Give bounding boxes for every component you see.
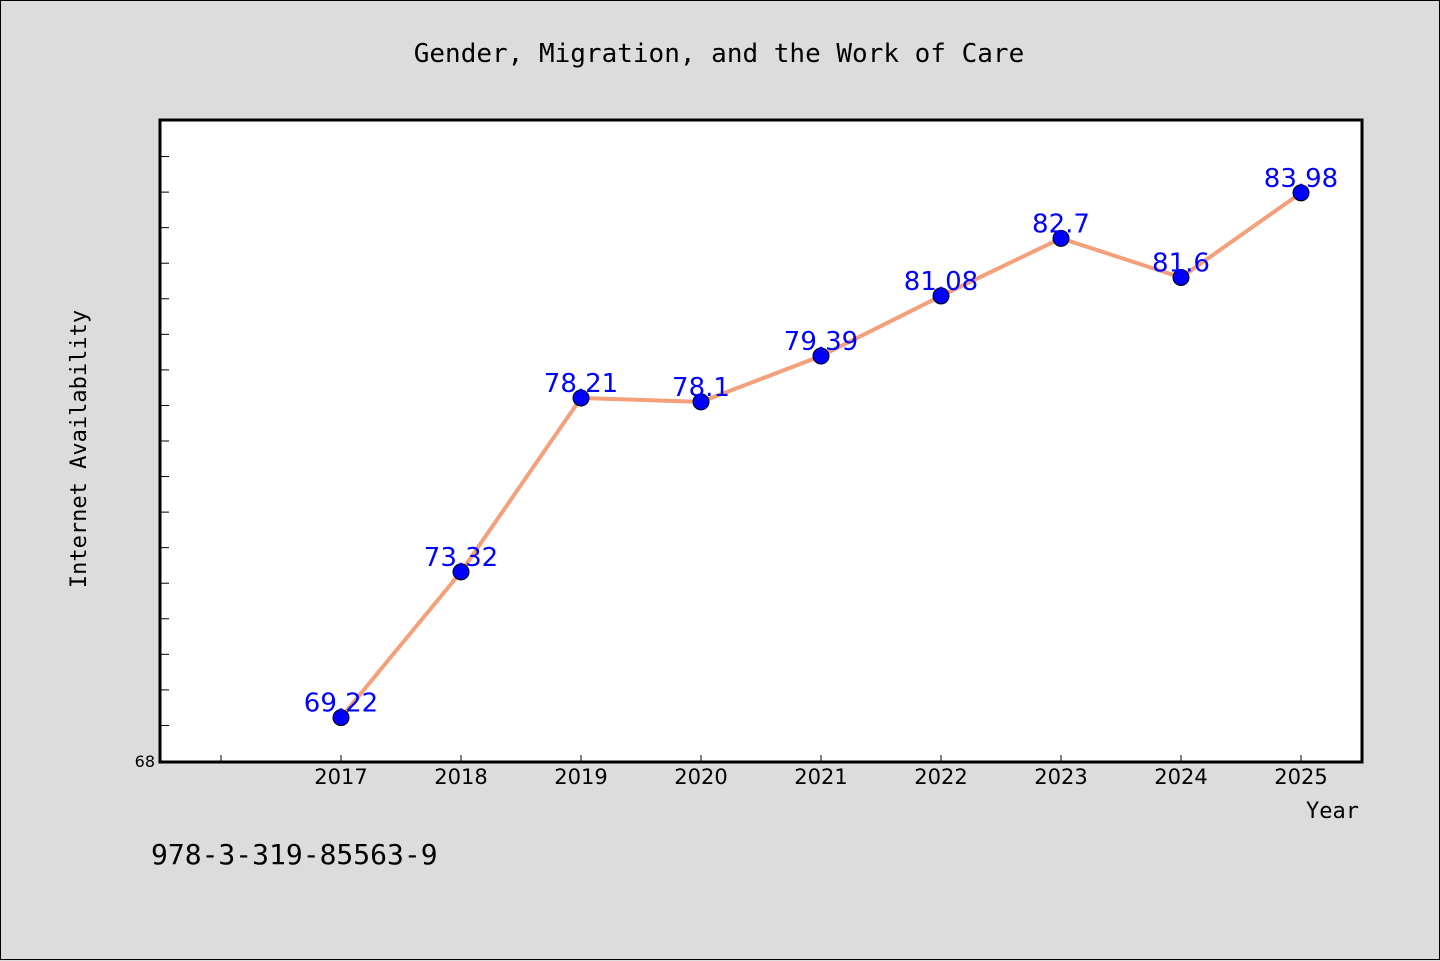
series-layer: 69.22 73.32 78.21 78.1 79.39 81.08 82.7 81.6 83.… bbox=[304, 164, 1338, 727]
plot-area bbox=[158, 118, 1364, 764]
x-tick-label: 2020 bbox=[674, 765, 727, 789]
chart-title: Gender, Migration, and the Work of Care bbox=[414, 39, 1024, 69]
x-tick-label: 2024 bbox=[1154, 765, 1207, 789]
data-point bbox=[1052, 229, 1070, 247]
data-label: 69.22 bbox=[304, 689, 378, 719]
data-point bbox=[812, 347, 830, 365]
data-label: 79.39 bbox=[784, 327, 858, 357]
x-tick-label: 2019 bbox=[554, 765, 607, 789]
data-label: 81.6 bbox=[1152, 248, 1210, 278]
x-axis-ticks: 2017 2018 2019 2020 2021 2022 2023 2024 2025 bbox=[220, 755, 1328, 789]
data-point bbox=[572, 389, 590, 407]
data-point bbox=[932, 287, 950, 305]
data-label: 83.98 bbox=[1264, 164, 1338, 194]
data-label: 81.08 bbox=[904, 267, 978, 297]
data-point bbox=[1172, 268, 1190, 286]
data-label: 78.1 bbox=[672, 373, 730, 403]
x-tick-label: 2022 bbox=[914, 765, 967, 789]
x-tick-label: 2017 bbox=[314, 765, 367, 789]
x-tick-label: 2023 bbox=[1034, 765, 1087, 789]
data-label: 73.32 bbox=[424, 543, 498, 573]
data-point bbox=[1292, 184, 1310, 202]
isbn-text: 978-3-319-85563-9 bbox=[151, 838, 438, 871]
data-point bbox=[332, 709, 350, 727]
x-tick-label: 2021 bbox=[794, 765, 847, 789]
y-tick-label: 68 bbox=[135, 752, 155, 771]
x-axis-label: Year bbox=[1306, 799, 1359, 824]
data-point bbox=[452, 563, 470, 581]
x-tick-label: 2018 bbox=[434, 765, 487, 789]
y-axis-label: Internet Availability bbox=[67, 310, 92, 588]
data-label: 78.21 bbox=[544, 369, 618, 399]
data-point bbox=[692, 393, 710, 411]
x-tick-label: 2025 bbox=[1274, 765, 1327, 789]
y-axis-ticks: 68 bbox=[135, 156, 169, 771]
data-label: 82.7 bbox=[1032, 209, 1090, 239]
